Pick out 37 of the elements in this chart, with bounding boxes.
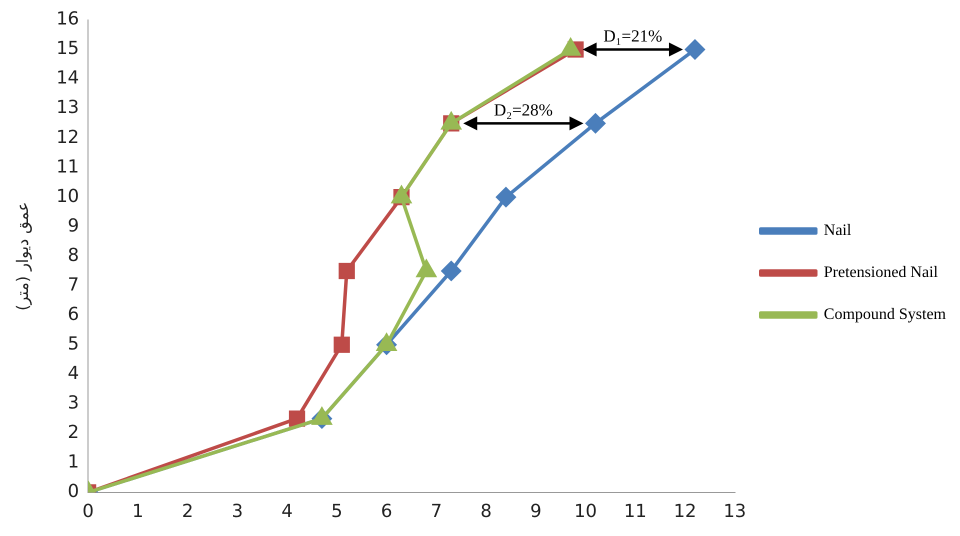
- y-tick-label: 2: [68, 422, 80, 444]
- annotation: D₁=21%: [603, 26, 662, 46]
- y-tick-label: 4: [68, 362, 80, 384]
- y-tick-label: 7: [68, 274, 80, 296]
- x-tick-label: 6: [380, 500, 392, 522]
- y-tick-label: 13: [56, 97, 80, 118]
- y-tick-label: 0: [68, 481, 80, 502]
- x-tick-label: 9: [530, 500, 542, 522]
- annotation: D₂=28%: [494, 100, 553, 120]
- y-tick-label: 6: [68, 304, 80, 325]
- x-tick-label: 11: [624, 500, 647, 522]
- y-tick-label: 15: [56, 38, 80, 60]
- y-tick-label: 12: [56, 126, 80, 148]
- y-tick-label: 16: [56, 8, 80, 30]
- y-tick-label: 5: [68, 333, 80, 354]
- y-tick-label: 10: [56, 186, 80, 207]
- x-tick-label: 3: [232, 500, 244, 522]
- x-tick-label: 5: [331, 500, 343, 522]
- y-tick-label: 14: [56, 68, 80, 89]
- legend-label: Nail: [824, 222, 852, 240]
- x-tick-label: 7: [430, 500, 442, 522]
- y-tick-label: 9: [68, 215, 80, 236]
- x-tick-label: 4: [281, 500, 293, 522]
- y-tick-label: 1: [68, 452, 80, 473]
- y-tick-label: 8: [68, 244, 80, 266]
- x-tick-label: 10: [574, 500, 597, 522]
- x-tick-label: 13: [723, 500, 746, 522]
- x-tick-label: 8: [480, 500, 492, 522]
- x-tick-label: 0: [82, 500, 94, 522]
- legend-label: Pretensioned Nail: [824, 264, 939, 282]
- legend-label: Compound System: [824, 306, 947, 324]
- y-tick-label: 3: [68, 392, 80, 414]
- x-tick-label: 1: [132, 500, 144, 522]
- x-tick-label: 12: [674, 500, 696, 522]
- y-axis-title: عمق دیوار (متر): [12, 202, 32, 311]
- x-tick-label: 2: [182, 500, 194, 522]
- y-tick-label: 11: [56, 156, 80, 178]
